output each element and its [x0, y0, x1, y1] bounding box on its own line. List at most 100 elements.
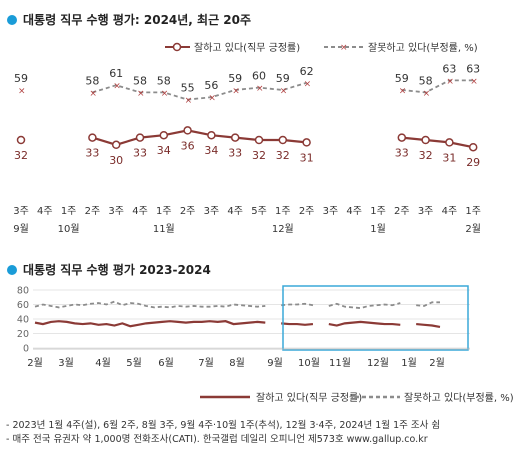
month-tick-label: 10월 — [298, 357, 320, 369]
disapprove-point: × — [137, 89, 145, 99]
legend2-approve-label: 잘하고 있다(직무 긍정률) — [256, 391, 362, 404]
disapprove-point: × — [161, 89, 169, 99]
approve-point — [207, 130, 216, 140]
approve-point — [135, 133, 145, 142]
week-tick-label: 2주 — [394, 206, 410, 217]
disapprove-point: × — [256, 84, 264, 94]
approve-series-line — [328, 320, 401, 327]
disapprove-point: × — [89, 89, 97, 99]
approve-point — [88, 133, 97, 142]
month-tick-label: 8월 — [229, 357, 245, 369]
approve-value-label: 33 — [133, 147, 147, 160]
legend2-disapprove-label: 잘못하고 있다(부정률, %) — [404, 391, 514, 404]
legend-disapprove-label: 잘못하고 있다(부정률, %) — [368, 41, 478, 54]
month-tick-label: 2월 — [27, 357, 43, 369]
week-tick-label: 2주 — [85, 206, 101, 217]
week-tick-label: 1주 — [370, 206, 386, 217]
month-tick-label: 3월 — [58, 357, 74, 369]
month-tick-label: 2월 — [465, 223, 481, 235]
disapprove-value-label: 58 — [419, 74, 433, 87]
recent-period-highlight — [282, 285, 469, 351]
approve-point — [278, 135, 288, 145]
disapprove-value-label: 61 — [109, 67, 123, 80]
y-tick-label: 40 — [17, 315, 29, 326]
approve-point — [183, 126, 192, 135]
approve-series-line — [34, 320, 266, 328]
approve-point — [230, 133, 240, 142]
disapprove-point: × — [280, 87, 288, 97]
week-tick-label: 3주 — [418, 206, 434, 217]
week-tick-label: 3주 — [204, 206, 220, 217]
month-tick-label: 9월 — [13, 223, 29, 235]
approve-value-label: 32 — [14, 149, 28, 162]
bottom-line-chart: 80 60 40 20 0 2월 3월 4월 5월 6월 7월 8월 9월 10월 11월 12월 1월 2월 — [17, 285, 470, 369]
approve-series-line — [92, 129, 307, 146]
disapprove-point: × — [232, 87, 240, 97]
approve-value-label: 32 — [419, 149, 433, 162]
disapprove-point: × — [423, 89, 431, 99]
month-tick-label: 1월 — [401, 357, 417, 369]
approve-value-label: 34 — [204, 144, 218, 157]
disapprove-value-label: 59 — [14, 72, 28, 85]
legend-approve-marker — [172, 42, 182, 52]
month-tick-label: 12월 — [367, 357, 389, 369]
week-tick-label: 1주 — [61, 206, 77, 217]
month-tick-label: 10월 — [58, 223, 80, 235]
disapprove-point: × — [185, 96, 193, 106]
disapprove-value-label: 59 — [395, 72, 409, 85]
bottom-chart-title: 대통령 직무 수행 평가 2023-2024 — [23, 262, 211, 277]
approve-value-label: 30 — [109, 154, 123, 167]
approve-value-label: 33 — [228, 147, 242, 160]
disapprove-value-label: 59 — [228, 72, 242, 85]
disapprove-value-label: 56 — [204, 79, 218, 92]
disapprove-point: × — [304, 79, 312, 89]
week-tick-label: 5주 — [251, 206, 267, 217]
approve-value-label: 33 — [395, 147, 409, 160]
disapprove-value-label: 55 — [181, 82, 195, 95]
disapprove-value-label: 62 — [300, 65, 314, 78]
disapprove-point: × — [446, 77, 454, 87]
y-tick-label: 60 — [17, 300, 29, 311]
approve-value-label: 32 — [252, 149, 266, 162]
approve-series-line — [416, 322, 441, 329]
legend-approve-label: 잘하고 있다(직무 긍정률) — [194, 41, 300, 54]
approve-point — [302, 138, 311, 147]
y-tick-label: 20 — [17, 329, 29, 340]
disapprove-series-line — [401, 79, 474, 94]
approve-value-label: 29 — [466, 156, 480, 169]
legend-disapprove-marker: × — [340, 43, 348, 53]
week-tick-label: 4주 — [37, 206, 53, 217]
footnote-1: - 2023년 1월 4주(설), 6월 2주, 8월 3주, 9월 4주·10… — [6, 419, 440, 431]
disapprove-series-line — [416, 301, 440, 307]
month-tick-label: 5월 — [126, 357, 142, 369]
month-tick-label: 7월 — [198, 357, 214, 369]
title-bullet-icon — [7, 265, 17, 275]
y-tick-label: 0 — [23, 344, 29, 355]
month-tick-label: 9월 — [267, 357, 283, 369]
approve-point — [159, 130, 169, 140]
disapprove-value-label: 58 — [133, 74, 147, 87]
approve-value-label: 31 — [300, 151, 314, 164]
disapprove-value-label: 58 — [85, 74, 99, 87]
week-tick-label: 4주 — [227, 206, 243, 217]
month-tick-label: 11월 — [329, 357, 351, 369]
top-line-chart: ×59×58 ×61×58×58×55×56 ×59×60×59 ×62×59×58 ×… — [13, 62, 481, 235]
disapprove-point: × — [113, 82, 121, 92]
month-tick-label: 12월 — [272, 223, 294, 235]
footnote-2: - 매주 전국 유권자 약 1,000명 전화조사(CATI). 한국갤럽 데일… — [6, 433, 428, 445]
y-tick-label: 80 — [17, 286, 29, 297]
approve-series-line — [401, 136, 474, 149]
approve-point — [111, 140, 121, 150]
week-tick-label: 3주 — [323, 206, 339, 217]
approve-value-label: 34 — [157, 144, 171, 157]
approve-value-label: 33 — [85, 147, 99, 160]
approve-point — [468, 142, 478, 152]
disapprove-value-label: 60 — [252, 70, 266, 83]
approve-point — [16, 135, 26, 145]
approve-point — [445, 138, 454, 147]
week-tick-label: 1주 — [465, 206, 481, 217]
disapprove-series-line — [328, 302, 401, 310]
top-chart-title: 대통령 직무 수행 평가: 2024년, 최근 20주 — [23, 12, 251, 27]
week-tick-label: 3주 — [108, 206, 124, 217]
